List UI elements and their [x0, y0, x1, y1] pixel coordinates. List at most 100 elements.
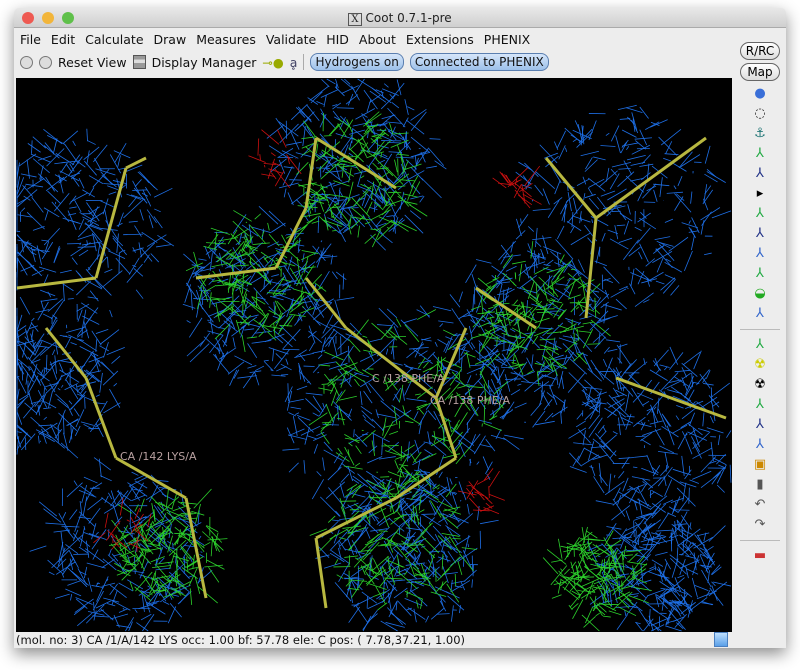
side-180-icon[interactable]: ⅄ — [756, 306, 764, 321]
mesh-line — [37, 392, 47, 412]
menu-about[interactable]: About — [358, 31, 396, 47]
flag-icon[interactable]: ▬ — [753, 548, 767, 563]
menu-edit[interactable]: Edit — [50, 31, 76, 47]
ligand-icon[interactable]: ḁ — [289, 54, 298, 70]
mesh-line — [634, 501, 638, 511]
mesh-line — [153, 509, 156, 522]
mesh-line — [403, 131, 407, 148]
graphics-canvas[interactable]: C /138 PHE/A CA /138 PHE/A CA /142 LYS/A — [16, 78, 732, 632]
mesh-line — [160, 496, 180, 514]
mesh-line — [203, 336, 221, 352]
close-button[interactable] — [22, 12, 34, 24]
mesh-line — [543, 264, 551, 267]
mesh-line — [237, 375, 257, 379]
arrow-right-icon[interactable]: ▸ — [756, 186, 764, 201]
add-water-icon[interactable]: ☢ — [754, 357, 766, 372]
trash-icon[interactable]: ▮ — [756, 477, 764, 492]
mesh-line — [644, 521, 653, 541]
rotamer-icon[interactable]: ⅄ — [756, 226, 764, 241]
mesh-line — [386, 215, 394, 218]
reset-view-button[interactable]: Reset View — [58, 54, 127, 70]
menu-hid[interactable]: HID — [326, 31, 349, 47]
rotate-icon[interactable]: ◌ — [754, 106, 766, 121]
refine-sphere-icon[interactable]: ● — [754, 86, 766, 101]
add-atom-icon[interactable]: ⅄ — [756, 397, 764, 412]
side-chain-icon[interactable]: ◒ — [754, 286, 766, 301]
back-icon[interactable] — [20, 55, 33, 69]
mesh-line — [161, 575, 171, 583]
stop-icon[interactable] — [39, 55, 52, 69]
zoom-button[interactable] — [62, 12, 74, 24]
mesh-line — [636, 543, 655, 563]
radioactive-icon[interactable]: ☢ — [754, 377, 766, 392]
mesh-line — [219, 347, 237, 360]
mesh-line — [114, 562, 130, 573]
mesh-line — [316, 247, 325, 268]
mesh-line — [204, 564, 223, 568]
go-to-atom-icon[interactable]: ⊸● — [262, 54, 284, 70]
rrc-button[interactable]: R/RC — [740, 42, 780, 60]
mesh-line — [493, 304, 499, 308]
mesh-line — [696, 369, 710, 386]
mesh-line — [676, 193, 685, 201]
mesh-line — [309, 188, 329, 202]
mesh-line — [363, 390, 373, 404]
regularize-icon[interactable]: ⅄ — [756, 146, 764, 161]
hydrogens-toggle[interactable]: Hydrogens on — [310, 53, 404, 71]
mesh-line — [369, 207, 378, 211]
flip-peptide-icon[interactable]: ⅄ — [756, 246, 764, 261]
mesh-line — [559, 254, 565, 264]
display-manager-button[interactable]: Display Manager — [151, 54, 257, 70]
mesh-line — [395, 531, 410, 542]
torsion-icon[interactable]: ⅄ — [756, 266, 764, 281]
mesh-line — [548, 354, 564, 361]
menu-measures[interactable]: Measures — [196, 31, 256, 47]
menu-file[interactable]: File — [20, 31, 41, 47]
mesh-line — [521, 184, 532, 189]
mesh-line — [131, 471, 139, 476]
mesh-line — [703, 198, 709, 211]
map-button[interactable]: Map — [740, 63, 780, 81]
mesh-line — [318, 387, 333, 392]
mesh-line — [548, 301, 559, 308]
minimize-button[interactable] — [42, 12, 54, 24]
clear-icon[interactable]: ▣ — [753, 457, 767, 472]
mesh-line — [360, 175, 365, 179]
mesh-line — [72, 140, 76, 146]
menu-draw[interactable]: Draw — [153, 31, 187, 47]
mesh-line — [449, 509, 458, 517]
mesh-line — [197, 585, 218, 604]
mesh-line — [381, 88, 399, 96]
menu-validate[interactable]: Validate — [265, 31, 317, 47]
mesh-line — [705, 370, 711, 379]
rigid-body-icon[interactable]: ⅄ — [756, 166, 764, 181]
mesh-line — [298, 312, 303, 322]
mesh-line — [354, 433, 368, 447]
menu-extensions[interactable]: Extensions — [405, 31, 474, 47]
real-space-refine-icon[interactable]: ⅄ — [756, 206, 764, 221]
mesh-line — [655, 551, 668, 556]
menu-calculate[interactable]: Calculate — [85, 31, 144, 47]
phenix-connection-button[interactable]: Connected to PHENIX — [409, 53, 549, 71]
mesh-line — [157, 235, 175, 247]
mesh-line — [565, 278, 572, 287]
anchor-icon[interactable]: ⚓ — [754, 126, 766, 141]
mutate-icon[interactable]: ⅄ — [756, 337, 764, 352]
mesh-line — [626, 146, 630, 151]
undo-icon[interactable]: ↶ — [754, 497, 766, 512]
mesh-line — [182, 539, 195, 559]
mesh-line — [176, 529, 182, 545]
mesh-line — [217, 347, 221, 354]
add-terminal-icon[interactable]: ⅄ — [756, 437, 764, 452]
menu-phenix[interactable]: PHENIX — [483, 31, 531, 47]
mesh-line — [484, 341, 502, 359]
mesh-line — [208, 278, 216, 285]
delete-atom-icon[interactable]: ⅄ — [756, 417, 764, 432]
mesh-line — [259, 321, 267, 333]
mesh-line — [598, 474, 608, 487]
mesh-line — [689, 429, 696, 435]
mesh-line — [641, 467, 659, 476]
mesh-line — [621, 129, 637, 138]
redo-icon[interactable]: ↷ — [754, 517, 766, 532]
mesh-line — [381, 566, 388, 576]
